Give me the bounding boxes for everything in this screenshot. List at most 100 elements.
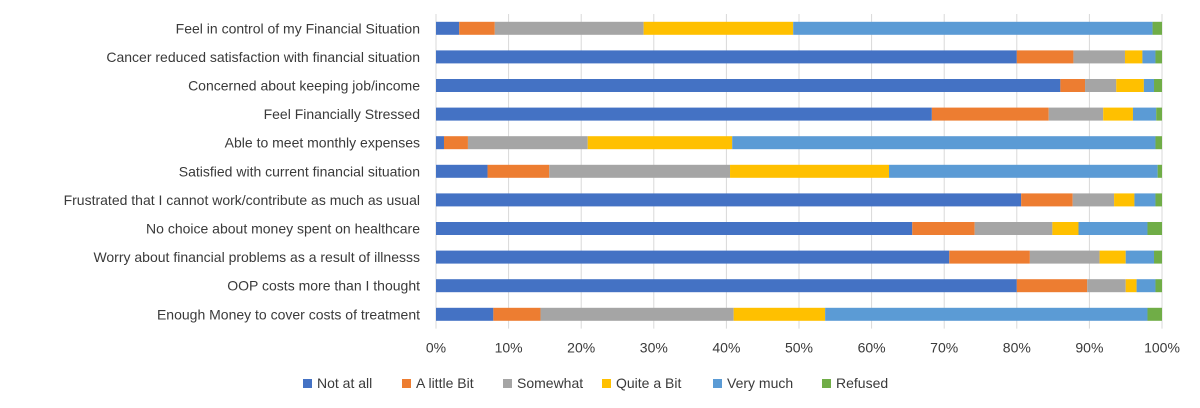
bar-segment — [1147, 222, 1162, 235]
bar-segment — [733, 307, 826, 321]
legend-item: Somewhat — [503, 375, 583, 391]
bar-segment — [1157, 164, 1162, 178]
bar-segment — [1125, 250, 1155, 264]
category-label: Worry about financial problems as a resu… — [93, 249, 420, 265]
bar-segment — [1016, 50, 1074, 64]
bar-segment — [436, 193, 1022, 207]
bar-row — [436, 107, 1162, 121]
bar-segment — [436, 136, 444, 150]
bar-row — [436, 279, 1162, 293]
bar-row — [436, 136, 1162, 150]
legend-label: Not at all — [317, 375, 372, 391]
bar-segment — [587, 136, 733, 150]
bar-segment — [494, 21, 644, 35]
legend-item: Very much — [713, 375, 793, 391]
bar-segment — [493, 307, 541, 321]
legend-item: Not at all — [303, 375, 372, 391]
legend-item: Refused — [822, 375, 888, 391]
bar-segment — [1124, 50, 1143, 64]
bar-segment — [1116, 79, 1144, 92]
bar-segment — [1073, 50, 1125, 64]
bar-segment — [1072, 193, 1115, 207]
bar-segment — [1155, 279, 1162, 293]
x-tick-label: 50% — [785, 340, 813, 356]
bar-segment — [1085, 79, 1117, 92]
legend-label: Refused — [836, 375, 888, 391]
bar-segment — [1125, 279, 1137, 293]
legend-swatch — [602, 379, 611, 388]
bar-segment — [436, 21, 460, 35]
x-tick-label: 90% — [1075, 340, 1103, 356]
bar-segment — [793, 21, 1153, 35]
category-label: Satisfied with current financial situati… — [179, 163, 420, 179]
x-tick-label: 10% — [495, 340, 523, 356]
bar-segment — [1143, 79, 1155, 92]
bars — [436, 21, 1162, 321]
bar-segment — [1147, 307, 1162, 321]
bar-segment — [1155, 50, 1162, 64]
x-tick-label: 30% — [640, 340, 668, 356]
bar-segment — [459, 21, 495, 35]
legend-item: A little Bit — [402, 375, 474, 391]
x-tick-label: 70% — [930, 340, 958, 356]
bar-segment — [436, 50, 1017, 64]
bar-segment — [1142, 50, 1156, 64]
bar-segment — [540, 307, 734, 321]
bar-segment — [732, 136, 1156, 150]
bar-segment — [436, 307, 494, 321]
category-label: Feel in control of my Financial Situatio… — [176, 20, 420, 36]
bar-segment — [1155, 193, 1162, 207]
bar-segment — [974, 222, 1053, 235]
legend-swatch — [402, 379, 411, 388]
bar-row — [436, 21, 1162, 35]
bar-segment — [467, 136, 588, 150]
bar-segment — [1136, 279, 1156, 293]
x-tick-label: 40% — [712, 340, 740, 356]
bar-segment — [1154, 79, 1162, 92]
legend-label: Quite a Bit — [616, 375, 681, 391]
bar-segment — [436, 222, 913, 235]
bar-segment — [889, 164, 1158, 178]
category-label: Enough Money to cover costs of treatment — [157, 306, 420, 322]
bar-row — [436, 79, 1162, 92]
bar-segment — [912, 222, 975, 235]
legend: Not at all A little Bit Somewhat Quite a Bi… — [303, 375, 888, 391]
bar-segment — [1114, 193, 1135, 207]
category-label: No choice about money spent on healthcar… — [146, 221, 420, 237]
category-label: Concerned about keeping job/income — [188, 78, 420, 94]
bar-segment — [1060, 79, 1086, 92]
bar-row — [436, 193, 1162, 207]
legend-label: A little Bit — [416, 375, 474, 391]
bar-segment — [825, 307, 1148, 321]
legend-swatch — [713, 379, 722, 388]
x-tick-label: 60% — [858, 340, 886, 356]
bar-segment — [443, 136, 468, 150]
bar-row — [436, 307, 1162, 321]
category-labels: Feel in control of my Financial Situatio… — [64, 20, 421, 322]
bar-segment — [1052, 222, 1079, 235]
bar-segment — [1048, 107, 1104, 121]
bar-row — [436, 50, 1162, 64]
bar-segment — [1132, 107, 1157, 121]
x-axis-ticks: 0% 10% 20% 30% 40% 50% 60% 70% 80% 90% 100% — [426, 340, 1180, 356]
bar-segment — [436, 79, 1061, 92]
category-label: Frustrated that I cannot work/contribute… — [64, 192, 420, 208]
bar-segment — [931, 107, 1049, 121]
category-label: OOP costs more than I thought — [227, 278, 420, 294]
bar-segment — [436, 107, 932, 121]
bar-segment — [1155, 136, 1162, 150]
bar-segment — [487, 164, 550, 178]
x-tick-label: 0% — [426, 340, 446, 356]
bar-segment — [1099, 250, 1126, 264]
bar-segment — [1152, 21, 1162, 35]
bar-segment — [1156, 107, 1162, 121]
bar-row — [436, 164, 1162, 178]
legend-swatch — [503, 379, 512, 388]
category-label: Feel Financially Stressed — [264, 106, 420, 122]
bar-segment — [436, 164, 488, 178]
x-tick-label: 100% — [1144, 340, 1180, 356]
bar-row — [436, 222, 1162, 235]
bar-segment — [1103, 107, 1133, 121]
bar-segment — [436, 279, 1017, 293]
